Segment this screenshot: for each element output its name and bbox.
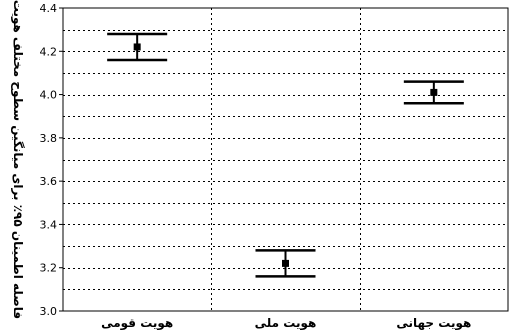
category-label: هویت جهانی [396,316,471,331]
y-tick-label: 3.8 [40,132,58,145]
error-bar [255,249,316,278]
mean-marker [282,259,289,267]
category-label: هویت ملی [255,316,317,331]
y-tick-label: 3.6 [40,175,58,188]
mean-marker [430,88,438,96]
y-tick-label: 3.2 [40,262,58,275]
category-label: هویت قومی [101,316,173,331]
y-tick-label: 3.0 [40,305,58,318]
y-tick-label: 4.2 [40,45,58,58]
y-tick-label: 3.4 [40,218,58,231]
error-bar [107,32,168,62]
y-axis-title: فاصله اطمینان ۹۵٪ برای میانگین سطوح مختل… [10,0,25,319]
y-axis-ticks: 3.0 3.2 3.4 3.6 3.8 4.0 4.2 4.4 [40,2,63,318]
y-tick-label: 4.0 [40,89,58,102]
plot-frame [62,7,509,312]
error-bars [107,32,464,278]
x-axis-categories: هویت قومی هویت ملی هویت جهانی [101,316,471,331]
error-bar [403,80,464,105]
y-tick-label: 4.4 [40,2,58,15]
mean-marker [133,43,141,51]
